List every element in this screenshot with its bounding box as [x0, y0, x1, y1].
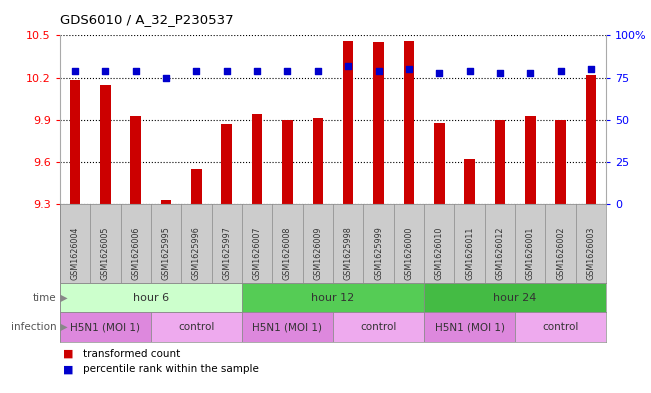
Point — [191, 68, 202, 74]
Point — [586, 66, 596, 72]
Text: GDS6010 / A_32_P230537: GDS6010 / A_32_P230537 — [60, 13, 234, 26]
Point — [252, 68, 262, 74]
Bar — [242, 312, 333, 342]
Bar — [343, 41, 353, 204]
Bar — [515, 312, 606, 342]
Text: control: control — [360, 322, 396, 332]
Text: GSM1626007: GSM1626007 — [253, 226, 262, 280]
Bar — [586, 75, 596, 204]
Point — [373, 68, 383, 74]
Bar — [464, 159, 475, 204]
Bar — [404, 41, 414, 204]
Text: GSM1626009: GSM1626009 — [313, 226, 322, 280]
Point — [404, 66, 414, 72]
Bar — [555, 120, 566, 204]
Point — [434, 70, 445, 76]
Text: control: control — [542, 322, 579, 332]
Bar — [151, 312, 242, 342]
Text: ■: ■ — [63, 364, 74, 375]
Text: infection: infection — [11, 322, 57, 332]
Point — [525, 70, 535, 76]
Bar — [252, 114, 262, 204]
Bar — [60, 312, 151, 342]
Text: GSM1626012: GSM1626012 — [495, 226, 505, 280]
Text: GSM1626001: GSM1626001 — [526, 226, 534, 280]
Bar — [70, 81, 80, 204]
Text: GSM1625998: GSM1625998 — [344, 226, 353, 280]
Text: GSM1626002: GSM1626002 — [556, 226, 565, 280]
Text: GSM1625999: GSM1625999 — [374, 226, 383, 280]
Point — [221, 68, 232, 74]
Text: ▶: ▶ — [57, 293, 68, 303]
Bar — [525, 116, 536, 204]
Point — [70, 68, 80, 74]
Bar — [130, 116, 141, 204]
Text: H5N1 (MOI 1): H5N1 (MOI 1) — [434, 322, 505, 332]
Bar — [434, 123, 445, 204]
Bar — [221, 124, 232, 204]
Point — [555, 68, 566, 74]
Point — [131, 68, 141, 74]
Bar — [282, 120, 293, 204]
Point — [343, 62, 353, 69]
Bar — [60, 283, 242, 312]
Text: hour 6: hour 6 — [133, 293, 169, 303]
Bar — [100, 84, 111, 204]
Text: GSM1626008: GSM1626008 — [283, 226, 292, 280]
Bar — [424, 283, 606, 312]
Point — [283, 68, 293, 74]
Point — [312, 68, 323, 74]
Point — [161, 74, 171, 81]
Text: GSM1625996: GSM1625996 — [192, 226, 201, 280]
Point — [100, 68, 111, 74]
Text: transformed count: transformed count — [83, 349, 180, 359]
Bar — [161, 200, 171, 204]
Text: GSM1626011: GSM1626011 — [465, 226, 474, 280]
Text: GSM1626003: GSM1626003 — [587, 226, 596, 280]
Bar — [495, 120, 505, 204]
Text: hour 12: hour 12 — [311, 293, 355, 303]
Point — [464, 68, 475, 74]
Text: time: time — [33, 293, 57, 303]
Text: GSM1625995: GSM1625995 — [161, 226, 171, 280]
Text: H5N1 (MOI 1): H5N1 (MOI 1) — [253, 322, 322, 332]
Bar — [242, 283, 424, 312]
Bar — [191, 169, 202, 204]
Text: ▶: ▶ — [57, 322, 68, 332]
Text: GSM1626004: GSM1626004 — [70, 226, 79, 280]
Text: ■: ■ — [63, 349, 74, 359]
Text: percentile rank within the sample: percentile rank within the sample — [83, 364, 258, 375]
Bar — [333, 312, 424, 342]
Text: GSM1626005: GSM1626005 — [101, 226, 110, 280]
Bar — [312, 118, 323, 204]
Bar — [424, 312, 515, 342]
Text: H5N1 (MOI 1): H5N1 (MOI 1) — [70, 322, 141, 332]
Text: hour 24: hour 24 — [493, 293, 536, 303]
Text: GSM1626000: GSM1626000 — [404, 226, 413, 280]
Text: GSM1626010: GSM1626010 — [435, 226, 444, 280]
Text: GSM1626006: GSM1626006 — [132, 226, 140, 280]
Point — [495, 70, 505, 76]
Text: GSM1625997: GSM1625997 — [222, 226, 231, 280]
Bar — [373, 42, 384, 204]
Text: control: control — [178, 322, 215, 332]
